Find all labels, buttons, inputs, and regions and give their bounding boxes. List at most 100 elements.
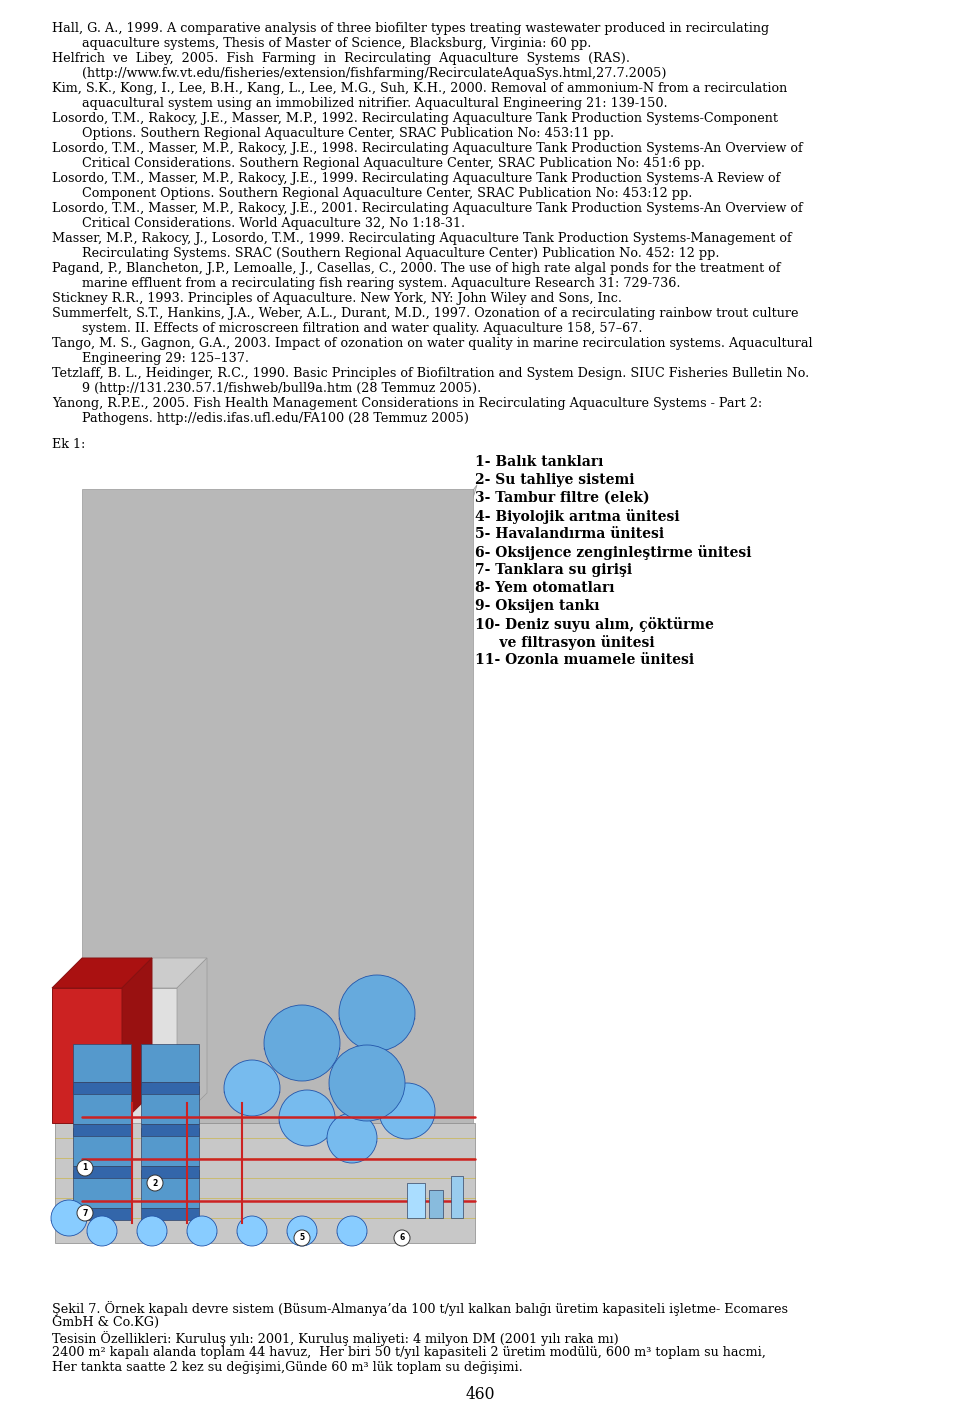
Text: Kim, S.K., Kong, I., Lee, B.H., Kang, L., Lee, M.G., Suh, K.H., 2000. Removal of: Kim, S.K., Kong, I., Lee, B.H., Kang, L.… — [52, 82, 787, 95]
Polygon shape — [73, 1170, 131, 1208]
Text: Her tankta saatte 2 kez su değişimi,Günde 60 m³ lük toplam su değişimi.: Her tankta saatte 2 kez su değişimi,Günd… — [52, 1361, 523, 1374]
Text: Hall, G. A., 1999. A comparative analysis of three biofilter types treating wast: Hall, G. A., 1999. A comparative analysi… — [52, 23, 769, 35]
Circle shape — [147, 1174, 163, 1191]
Circle shape — [264, 1005, 340, 1081]
Polygon shape — [73, 1166, 131, 1179]
Ellipse shape — [51, 1218, 87, 1224]
Text: Şekil 7. Örnek kapalı devre sistem (Büsum-Almanya’da 100 t/yıl kalkan balığı üre: Şekil 7. Örnek kapalı devre sistem (Büsu… — [52, 1300, 788, 1316]
Polygon shape — [122, 958, 207, 988]
Circle shape — [279, 1090, 335, 1146]
Text: aquaculture systems, Thesis of Master of Science, Blacksburg, Virginia: 60 pp.: aquaculture systems, Thesis of Master of… — [82, 37, 591, 50]
Ellipse shape — [237, 1231, 267, 1235]
Text: Stickney R.R., 1993. Principles of Aquaculture. New York, NY: John Wiley and Son: Stickney R.R., 1993. Principles of Aquac… — [52, 291, 622, 306]
Text: 5- Havalandırma ünitesi: 5- Havalandırma ünitesi — [475, 526, 664, 541]
Circle shape — [379, 1082, 435, 1139]
Polygon shape — [141, 1128, 199, 1166]
Text: Losordo, T.M., Masser, M.P., Rakocy, J.E., 1998. Recirculating Aquaculture Tank : Losordo, T.M., Masser, M.P., Rakocy, J.E… — [52, 142, 803, 156]
Ellipse shape — [87, 1231, 117, 1235]
Ellipse shape — [224, 1088, 280, 1097]
Circle shape — [237, 1215, 267, 1247]
Text: Critical Considerations. Southern Regional Aquaculture Center, SRAC Publication : Critical Considerations. Southern Region… — [82, 157, 705, 170]
Circle shape — [187, 1215, 217, 1247]
Text: (http://www.fw.vt.edu/fisheries/extension/fishfarming/RecirculateAquaSys.html,27: (http://www.fw.vt.edu/fisheries/extensio… — [82, 67, 666, 79]
Text: 4- Biyolojik arıtma ünitesi: 4- Biyolojik arıtma ünitesi — [475, 509, 680, 524]
Text: Recirculating Systems. SRAC (Southern Regional Aquaculture Center) Publication N: Recirculating Systems. SRAC (Southern Re… — [82, 246, 719, 260]
Polygon shape — [141, 1166, 199, 1179]
Text: Masser, M.P., Rakocy, J., Losordo, T.M., 1999. Recirculating Aquaculture Tank Pr: Masser, M.P., Rakocy, J., Losordo, T.M.,… — [52, 232, 792, 245]
Ellipse shape — [327, 1138, 377, 1146]
Bar — [407, 1183, 425, 1218]
Text: Options. Southern Regional Aquaculture Center, SRAC Publication No: 453:11 pp.: Options. Southern Regional Aquaculture C… — [82, 127, 614, 140]
Circle shape — [339, 975, 415, 1051]
Text: Pagand, P., Blancheton, J.P., Lemoalle, J., Casellas, C., 2000. The use of high : Pagand, P., Blancheton, J.P., Lemoalle, … — [52, 262, 780, 275]
Text: Losordo, T.M., Masser, M.P., Rakocy, J.E., 2001. Recirculating Aquaculture Tank : Losordo, T.M., Masser, M.P., Rakocy, J.E… — [52, 202, 803, 215]
Ellipse shape — [339, 1013, 415, 1024]
Polygon shape — [73, 1208, 131, 1220]
Circle shape — [224, 1060, 280, 1116]
Text: 7: 7 — [83, 1208, 87, 1217]
Ellipse shape — [137, 1231, 167, 1235]
Text: 2- Su tahliye sistemi: 2- Su tahliye sistemi — [475, 473, 635, 487]
Text: Tesisin Özellikleri: Kuruluş yılı: 2001, Kuruluş maliyeti: 4 milyon DM (2001 yıl: Tesisin Özellikleri: Kuruluş yılı: 2001,… — [52, 1332, 619, 1346]
Ellipse shape — [279, 1118, 335, 1126]
Polygon shape — [55, 1124, 475, 1242]
Circle shape — [287, 1215, 317, 1247]
Text: 10- Deniz suyu alım, çöktürme: 10- Deniz suyu alım, çöktürme — [475, 617, 714, 633]
Ellipse shape — [287, 1231, 317, 1235]
Text: Tetzlaff, B. L., Heidinger, R.C., 1990. Basic Principles of Biofiltration and Sy: Tetzlaff, B. L., Heidinger, R.C., 1990. … — [52, 368, 809, 381]
Polygon shape — [122, 988, 177, 1124]
Text: Helfrich  ve  Libey,  2005.  Fish  Farming  in  Recirculating  Aquaculture  Syst: Helfrich ve Libey, 2005. Fish Farming in… — [52, 52, 630, 65]
Text: 1- Balık tankları: 1- Balık tankları — [475, 454, 604, 468]
Text: aquacultural system using an immobilized nitrifier. Aquacultural Engineering 21:: aquacultural system using an immobilized… — [82, 96, 667, 110]
Polygon shape — [141, 1170, 199, 1208]
Text: 2400 m² kapalı alanda toplam 44 havuz,  Her biri 50 t/yıl kapasiteli 2 üretim mo: 2400 m² kapalı alanda toplam 44 havuz, H… — [52, 1346, 766, 1360]
Ellipse shape — [187, 1231, 217, 1235]
Text: Critical Considerations. World Aquaculture 32, No 1:18-31.: Critical Considerations. World Aquacultu… — [82, 216, 466, 229]
Text: system. II. Effects of microscreen filtration and water quality. Aquaculture 158: system. II. Effects of microscreen filtr… — [82, 323, 642, 335]
Text: 6: 6 — [399, 1234, 404, 1242]
Text: 7- Tanklara su girişi: 7- Tanklara su girişi — [475, 563, 633, 577]
Circle shape — [87, 1215, 117, 1247]
Polygon shape — [141, 1085, 199, 1124]
Text: Yanong, R.P.E., 2005. Fish Health Management Considerations in Recirculating Aqu: Yanong, R.P.E., 2005. Fish Health Manage… — [52, 398, 762, 410]
Polygon shape — [73, 1124, 131, 1136]
Text: GmbH & Co.KG): GmbH & Co.KG) — [52, 1316, 159, 1329]
Circle shape — [294, 1230, 310, 1247]
Ellipse shape — [337, 1231, 367, 1235]
Text: Ek 1:: Ek 1: — [52, 437, 85, 450]
Text: 460: 460 — [466, 1387, 494, 1404]
Bar — [47, 457, 485, 1274]
Polygon shape — [141, 1124, 199, 1136]
Polygon shape — [52, 988, 122, 1124]
Polygon shape — [55, 1039, 115, 1118]
Circle shape — [329, 1046, 405, 1121]
Circle shape — [327, 1114, 377, 1163]
Circle shape — [394, 1230, 410, 1247]
Text: Losordo, T.M., Masser, M.P., Rakocy, J.E., 1999. Recirculating Aquaculture Tank : Losordo, T.M., Masser, M.P., Rakocy, J.E… — [52, 173, 780, 185]
Circle shape — [77, 1160, 93, 1176]
Polygon shape — [141, 1082, 199, 1094]
Polygon shape — [82, 488, 473, 1124]
Polygon shape — [141, 1208, 199, 1220]
Polygon shape — [73, 1044, 131, 1082]
Text: Summerfelt, S.T., Hankins, J.A., Weber, A.L., Durant, M.D., 1997. Ozonation of a: Summerfelt, S.T., Hankins, J.A., Weber, … — [52, 307, 799, 320]
Circle shape — [137, 1215, 167, 1247]
Text: Component Options. Southern Regional Aquaculture Center, SRAC Publication No: 45: Component Options. Southern Regional Aqu… — [82, 187, 692, 200]
Text: Engineering 29: 125–137.: Engineering 29: 125–137. — [82, 352, 249, 365]
Text: Losordo, T.M., Rakocy, J.E., Masser, M.P., 1992. Recirculating Aquaculture Tank : Losordo, T.M., Rakocy, J.E., Masser, M.P… — [52, 112, 778, 125]
Polygon shape — [52, 958, 152, 988]
Text: 6- Oksijence zenginleştirme ünitesi: 6- Oksijence zenginleştirme ünitesi — [475, 545, 752, 560]
Polygon shape — [122, 958, 152, 1124]
Text: 2: 2 — [153, 1179, 157, 1187]
Ellipse shape — [264, 1043, 340, 1054]
Circle shape — [51, 1200, 87, 1235]
Text: 3- Tambur filtre (elek): 3- Tambur filtre (elek) — [475, 491, 650, 505]
Polygon shape — [73, 1082, 131, 1094]
Text: Pathogens. http://edis.ifas.ufl.edu/FA100 (28 Temmuz 2005): Pathogens. http://edis.ifas.ufl.edu/FA10… — [82, 412, 469, 424]
Text: 5: 5 — [300, 1234, 304, 1242]
Bar — [429, 1190, 443, 1218]
Text: Tango, M. S., Gagnon, G.A., 2003. Impact of ozonation on water quality in marine: Tango, M. S., Gagnon, G.A., 2003. Impact… — [52, 337, 812, 350]
Polygon shape — [177, 958, 207, 1124]
Text: 9- Oksijen tankı: 9- Oksijen tankı — [475, 599, 600, 613]
Text: ve filtrasyon ünitesi: ve filtrasyon ünitesi — [475, 635, 655, 651]
